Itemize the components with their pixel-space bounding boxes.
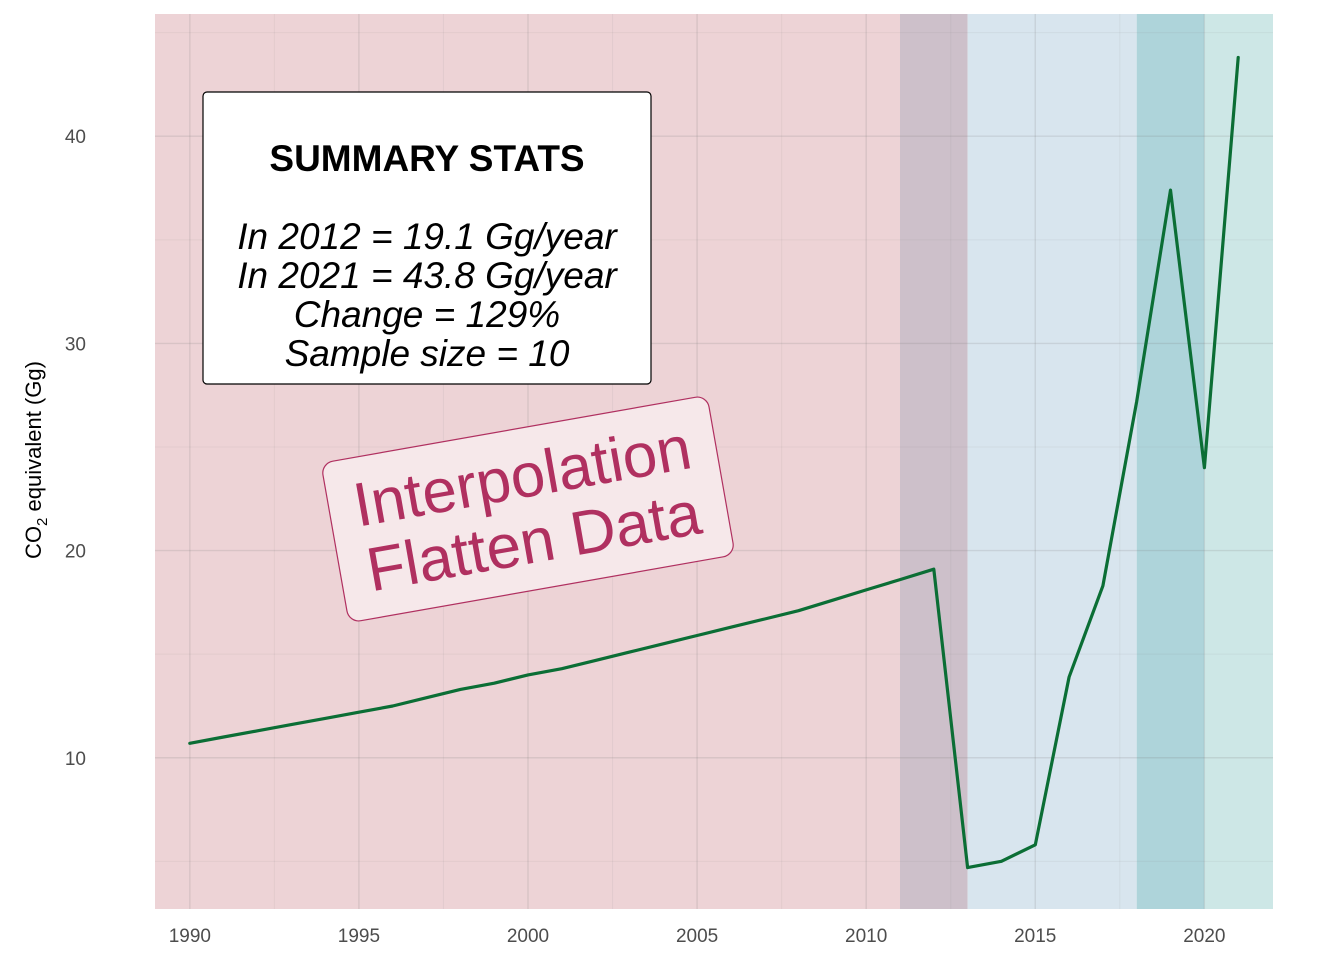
summary-stats-line-2021: In 2021 = 43.8 Gg/year [237, 255, 618, 296]
band-latest [1204, 14, 1273, 909]
x-tick-label: 2010 [845, 926, 887, 947]
summary-stats-line-change: Change = 129% [294, 294, 560, 335]
x-tick-label: 2005 [676, 926, 718, 947]
x-tick-label: 2020 [1183, 926, 1225, 947]
summary-stats-title: SUMMARY STATS [269, 138, 584, 179]
y-tick-label: 10 [65, 749, 86, 770]
x-tick-label: 1990 [169, 926, 211, 947]
y-axis-label: CO2 equivalent (Gg) [21, 361, 51, 559]
summary-stats-line-2012: In 2012 = 19.1 Gg/year [237, 216, 618, 257]
summary-stats-line-sample-size: Sample size = 10 [285, 333, 570, 374]
band-measured [968, 14, 1137, 909]
y-tick-label: 20 [65, 542, 86, 563]
y-tick-label: 30 [65, 334, 86, 355]
band-recent [1137, 14, 1205, 909]
summary-stats-box: SUMMARY STATS In 2012 = 19.1 Gg/year In … [203, 92, 651, 384]
x-axis-tick-labels: 1990 1995 2000 2005 2010 2015 2020 [169, 926, 1226, 947]
x-tick-label: 1995 [338, 926, 380, 947]
x-tick-label: 2015 [1014, 926, 1056, 947]
x-tick-label: 2000 [507, 926, 549, 947]
y-axis-tick-labels: 10 20 30 40 [65, 127, 86, 770]
y-tick-label: 40 [65, 127, 86, 148]
